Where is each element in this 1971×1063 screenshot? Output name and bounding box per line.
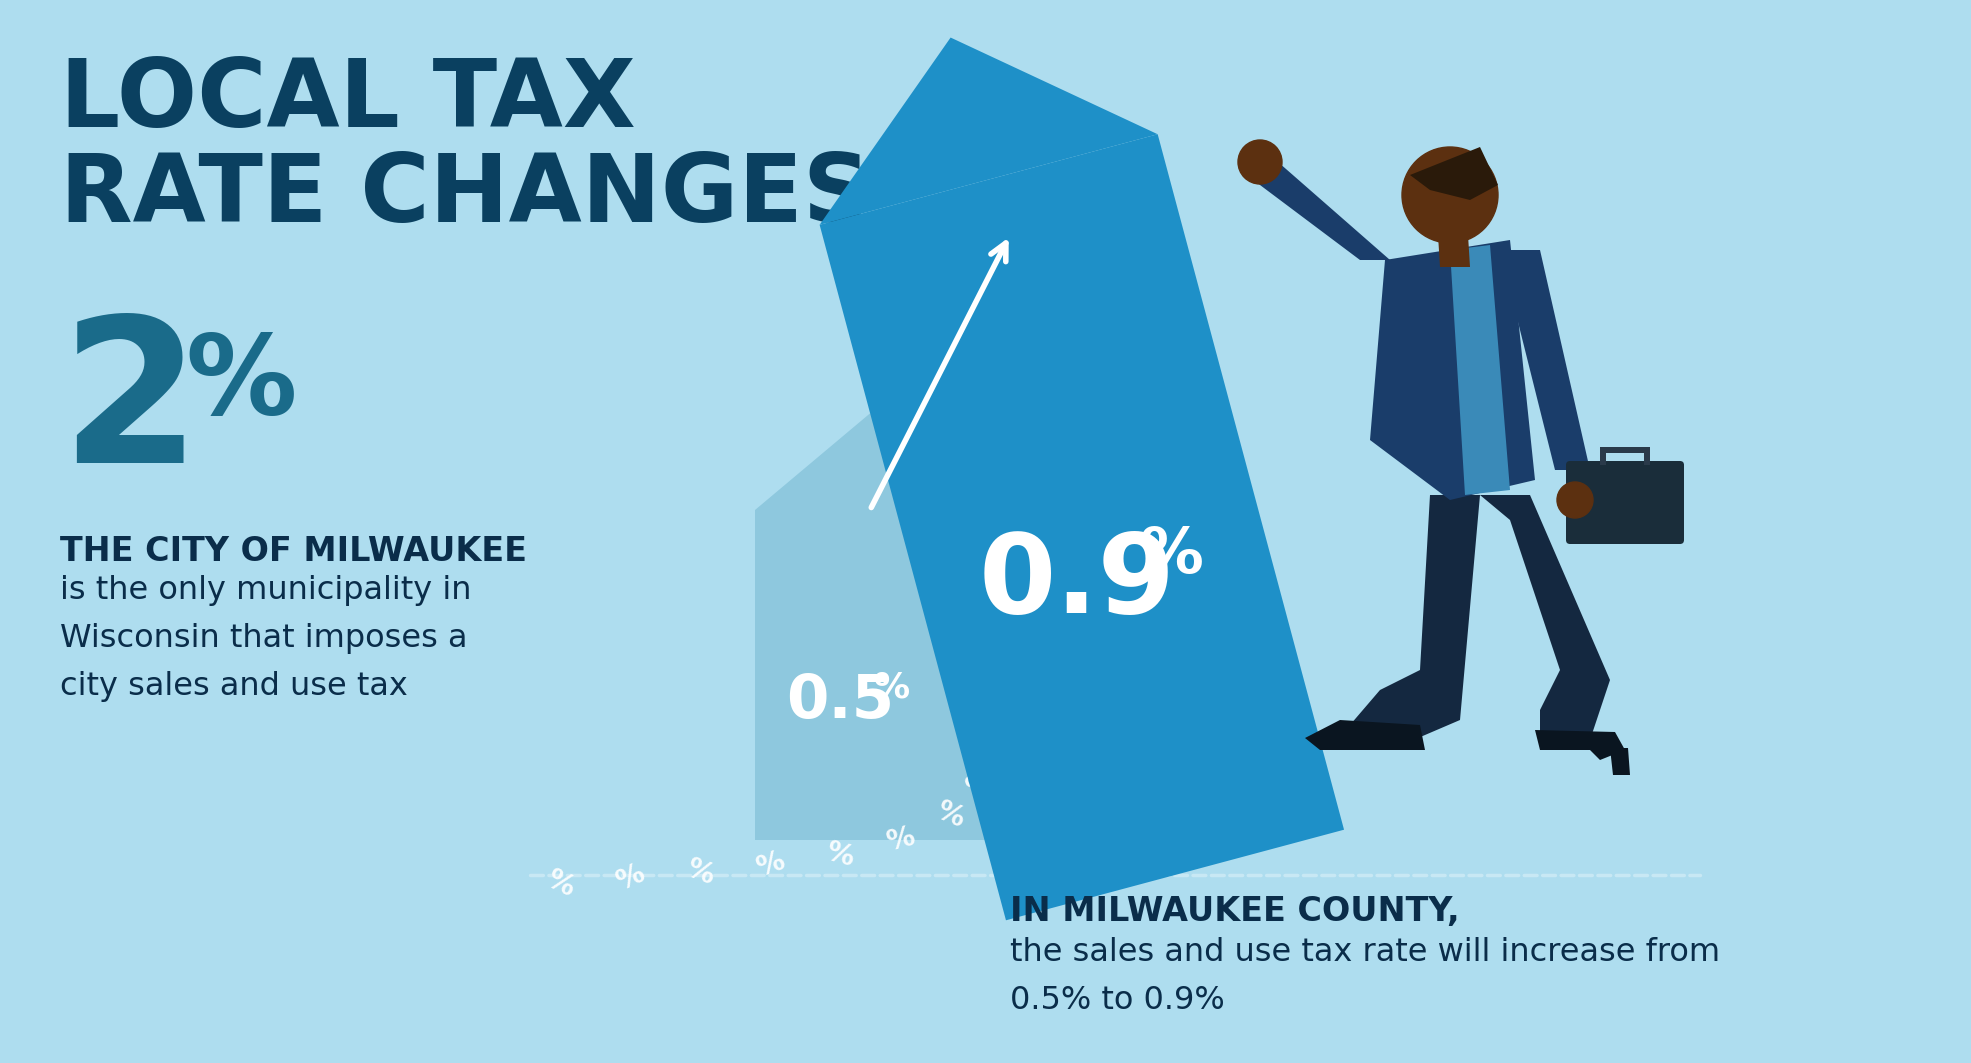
Text: %: % xyxy=(824,838,857,872)
Text: %: % xyxy=(1072,373,1108,407)
Text: %: % xyxy=(1062,123,1098,157)
Polygon shape xyxy=(1439,235,1470,267)
Polygon shape xyxy=(1480,495,1610,740)
Polygon shape xyxy=(1610,748,1630,775)
Circle shape xyxy=(1238,140,1281,184)
Text: %: % xyxy=(1056,462,1092,497)
Text: %: % xyxy=(682,854,717,890)
Text: %: % xyxy=(1102,192,1137,227)
Text: 0.5: 0.5 xyxy=(786,672,895,731)
Polygon shape xyxy=(1370,240,1535,500)
Polygon shape xyxy=(755,510,986,840)
Polygon shape xyxy=(820,37,1157,225)
Text: %: % xyxy=(873,671,911,705)
Text: %: % xyxy=(883,823,917,857)
Polygon shape xyxy=(1535,730,1624,760)
Text: %: % xyxy=(1139,524,1204,586)
Polygon shape xyxy=(820,134,1344,921)
Polygon shape xyxy=(755,414,986,510)
Text: %: % xyxy=(542,865,579,902)
Text: is the only municipality in
Wisconsin that imposes a
city sales and use tax: is the only municipality in Wisconsin th… xyxy=(59,575,471,702)
Text: LOCAL TAX: LOCAL TAX xyxy=(59,55,637,147)
Text: %: % xyxy=(1041,546,1078,584)
Text: %: % xyxy=(1277,782,1313,817)
Polygon shape xyxy=(1500,250,1591,470)
Text: %: % xyxy=(993,703,1027,738)
Text: %: % xyxy=(611,860,648,896)
Polygon shape xyxy=(1305,720,1425,750)
Text: %: % xyxy=(932,797,968,833)
Polygon shape xyxy=(1350,495,1480,750)
Polygon shape xyxy=(1451,244,1510,495)
Text: %: % xyxy=(1027,623,1062,658)
Polygon shape xyxy=(1240,155,1390,260)
Circle shape xyxy=(1557,482,1593,518)
Text: %: % xyxy=(962,766,997,804)
Text: %: % xyxy=(1076,267,1114,304)
Text: %: % xyxy=(753,847,788,883)
Circle shape xyxy=(1401,147,1498,243)
Text: 2: 2 xyxy=(59,310,199,505)
Text: the sales and use tax rate will increase from
0.5% to 0.9%: the sales and use tax rate will increase… xyxy=(1009,937,1721,1016)
Text: %: % xyxy=(185,330,296,437)
Text: RATE CHANGES: RATE CHANGES xyxy=(59,150,871,242)
Text: THE CITY OF MILWAUKEE: THE CITY OF MILWAUKEE xyxy=(59,535,526,568)
Text: %: % xyxy=(1218,773,1252,808)
Text: 0.9: 0.9 xyxy=(978,529,1175,637)
Text: IN MILWAUKEE COUNTY,: IN MILWAUKEE COUNTY, xyxy=(1009,895,1461,928)
Polygon shape xyxy=(1600,448,1650,465)
FancyBboxPatch shape xyxy=(1567,461,1683,544)
Polygon shape xyxy=(1409,147,1498,200)
